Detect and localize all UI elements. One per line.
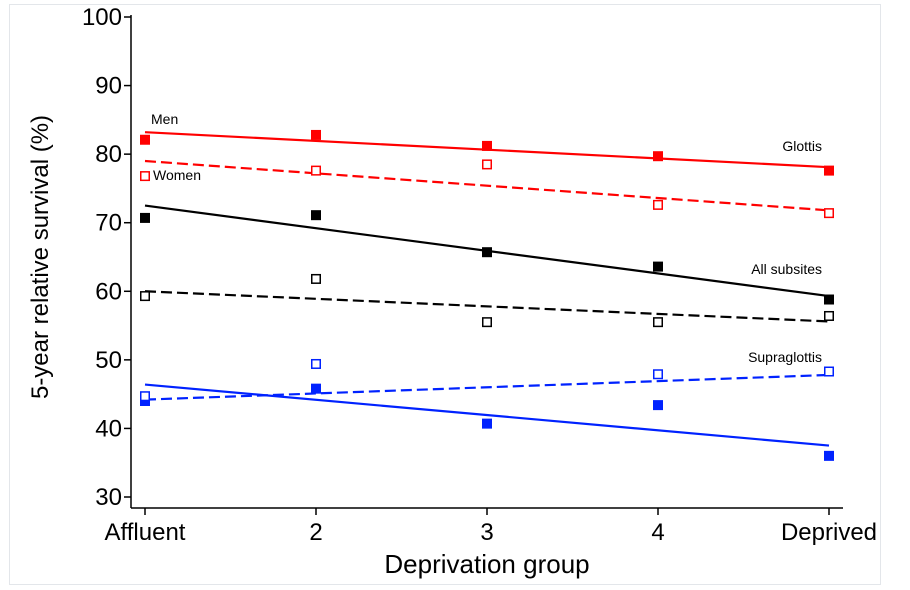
all_women-point bbox=[653, 317, 663, 328]
all_men-point bbox=[311, 210, 321, 221]
glottis_men-point bbox=[653, 151, 663, 162]
glottis_women-point bbox=[653, 199, 663, 210]
glottis_men-point bbox=[311, 129, 321, 140]
x-tick-label: Deprived bbox=[781, 519, 877, 546]
x-axis-label: Deprivation group bbox=[384, 549, 589, 579]
supraglottis_women-point bbox=[653, 369, 663, 380]
annotation-glottis: Glottis bbox=[782, 138, 822, 154]
all_women-point bbox=[824, 310, 834, 321]
annotation-men: Men bbox=[151, 111, 178, 127]
glottis_women-point bbox=[311, 165, 321, 176]
y-axis-label: 5-year relative survival (%) bbox=[27, 115, 54, 399]
y-tick-label: 80 bbox=[95, 141, 122, 168]
glottis_men-point bbox=[824, 165, 834, 176]
x-tick-label: 2 bbox=[309, 519, 322, 546]
glottis_women-fit-line bbox=[144, 159, 830, 212]
annotation-all: All subsites bbox=[751, 261, 822, 277]
glottis_men-point bbox=[140, 134, 150, 145]
supraglottis_women-point bbox=[311, 358, 321, 369]
fit-lines bbox=[144, 131, 830, 447]
all_women-point bbox=[311, 273, 321, 284]
x-tick-label: 3 bbox=[480, 519, 493, 546]
y-tick-label: 100 bbox=[82, 4, 122, 31]
all_women-point bbox=[482, 317, 492, 328]
y-tick-label: 60 bbox=[95, 278, 122, 305]
chart-frame bbox=[9, 4, 881, 585]
y-tick-label: 40 bbox=[95, 415, 122, 442]
axes: 30 40 50 60 70 80 90 100 Affluent 2 3 4 Deprived bbox=[82, 4, 877, 546]
y-tick-label: 90 bbox=[95, 73, 122, 100]
all_men-point bbox=[482, 247, 492, 258]
supraglottis_men-point bbox=[824, 450, 834, 461]
all_men-point bbox=[140, 212, 150, 223]
annotation-supraglottis: Supraglottis bbox=[748, 349, 822, 365]
glottis_men-point bbox=[482, 140, 492, 151]
all_women-fit-line bbox=[144, 290, 830, 323]
supraglottis_women-point bbox=[140, 391, 150, 402]
y-tick-label: 30 bbox=[95, 484, 122, 511]
all_women-point bbox=[140, 291, 150, 302]
glottis_women-point bbox=[824, 208, 834, 219]
y-tick-label: 70 bbox=[95, 210, 122, 237]
annotation-women: Women bbox=[153, 167, 201, 183]
supraglottis_women-fit-line bbox=[144, 373, 830, 401]
supraglottis_men-point bbox=[311, 383, 321, 394]
glottis_women-point bbox=[140, 171, 150, 182]
supraglottis_men-point bbox=[653, 400, 663, 411]
annotations: Men Women Glottis All subsites Supraglottis bbox=[151, 111, 822, 365]
supraglottis_men-point bbox=[482, 418, 492, 429]
x-tick-label: Affluent bbox=[105, 519, 186, 546]
glottis_women-point bbox=[482, 159, 492, 170]
data-markers bbox=[140, 129, 834, 461]
supraglottis_men-fit-line bbox=[144, 383, 830, 447]
y-tick-label: 50 bbox=[95, 347, 122, 374]
all_men-point bbox=[824, 294, 834, 305]
all_men-point bbox=[653, 261, 663, 272]
supraglottis_women-point bbox=[824, 366, 834, 377]
x-tick-label: 4 bbox=[651, 519, 664, 546]
